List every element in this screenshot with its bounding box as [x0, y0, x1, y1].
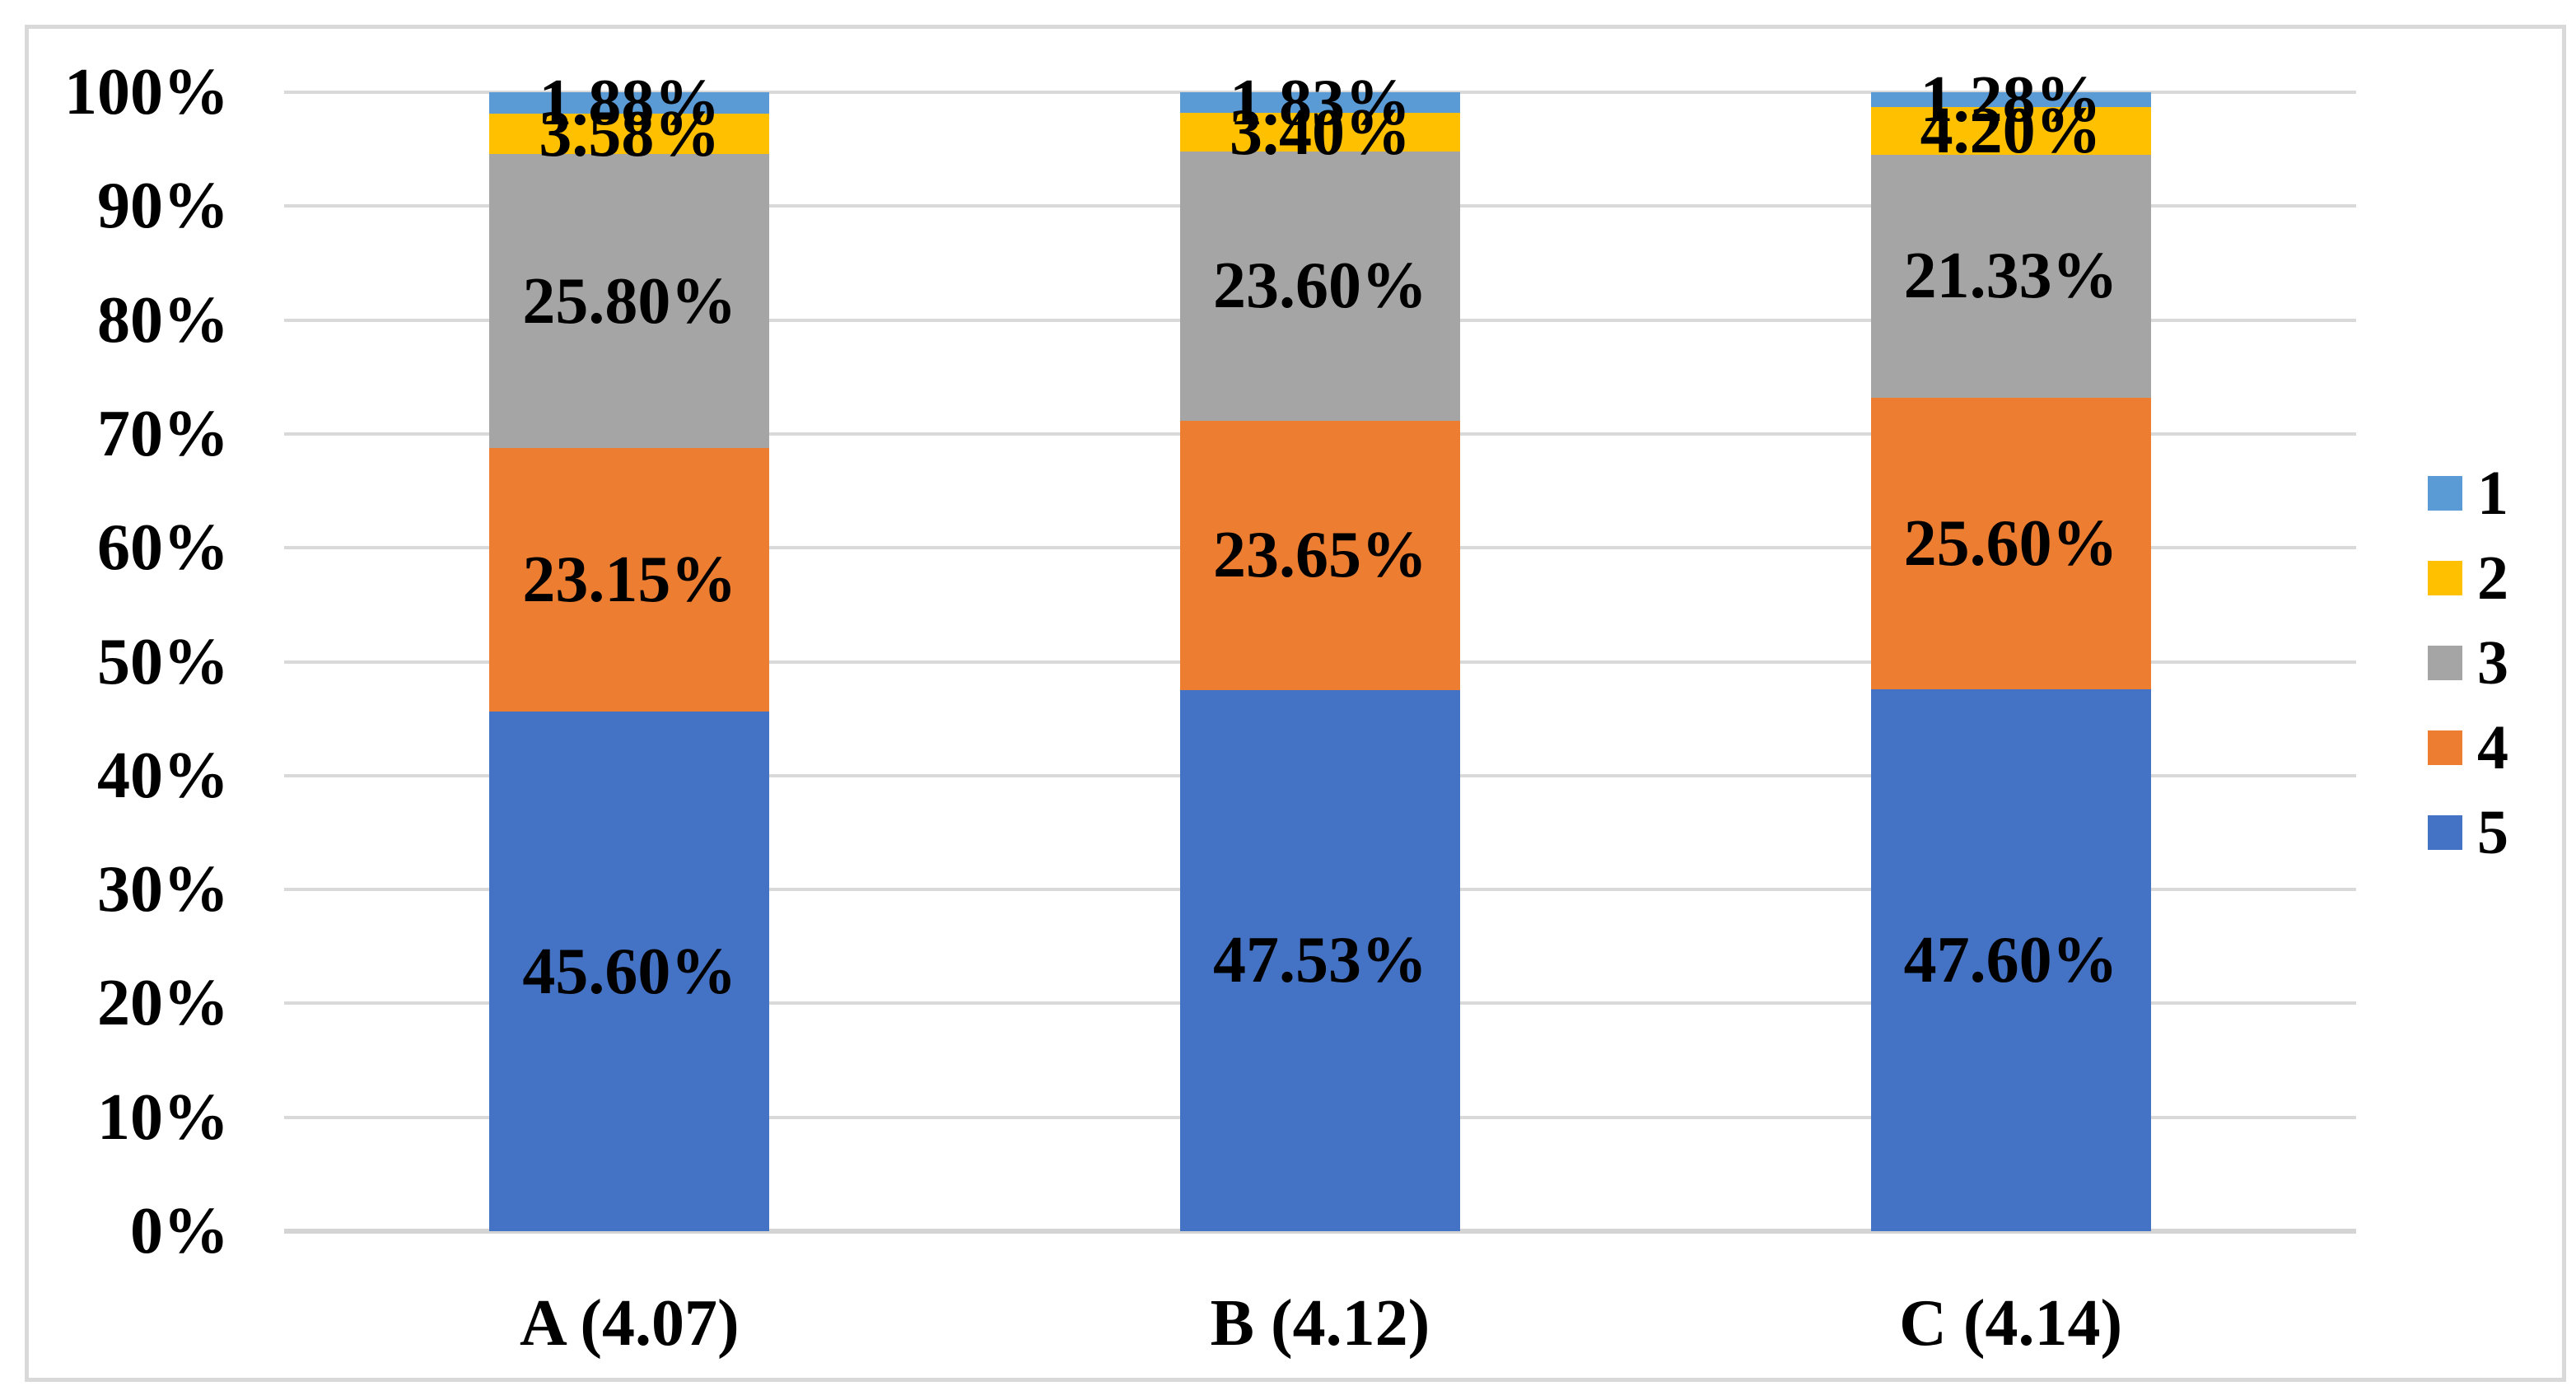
legend-swatch-5	[2428, 815, 2462, 850]
y-axis-tick-label: 90%	[97, 170, 229, 243]
y-axis-tick-label: 60%	[97, 511, 229, 585]
legend-label-5: 5	[2477, 798, 2508, 867]
y-axis-tick-label: 20%	[97, 967, 229, 1040]
data-label-series-2: 3.40%	[1230, 96, 1411, 169]
data-label-series-1: 1.83%	[1230, 66, 1411, 139]
bar-segment-series-3	[1180, 152, 1460, 421]
legend-label-3: 3	[2477, 628, 2508, 698]
bar-segment-series-1	[1870, 91, 2151, 107]
x-axis-category-label: C (4.14)	[1899, 1287, 2123, 1360]
data-label-series-4: 25.60%	[1903, 506, 2118, 580]
plot-area: 45.60% 23.15% 25.80% 3.58% 1.88% 47.53% 23.65%…	[284, 67, 2356, 1234]
legend-label-4: 4	[2477, 713, 2508, 782]
bar-segment-series-5	[1180, 689, 1460, 1231]
data-label-series-5: 47.60%	[1903, 923, 2118, 996]
bar-segment-series-2	[1180, 113, 1460, 152]
bar-segment-series-2	[489, 113, 770, 155]
bar-segment-series-2	[1870, 106, 2151, 155]
y-axis-tick-label: 10%	[97, 1080, 229, 1154]
data-label-series-3: 23.60%	[1213, 250, 1427, 323]
data-label-series-4: 23.15%	[522, 544, 737, 617]
y-axis-tick-label: 40%	[97, 739, 229, 812]
data-label-series-2: 3.58%	[539, 97, 721, 170]
data-label-series-5: 45.60%	[522, 935, 737, 1008]
bar-segment-series-4	[1180, 420, 1460, 690]
y-axis-tick-label: 100%	[64, 56, 229, 128]
data-label-series-2: 4.20%	[1920, 94, 2102, 167]
legend-swatch-1	[2428, 476, 2462, 511]
y-axis-tick-label: 50%	[97, 625, 229, 698]
bar-segment-series-4	[1870, 397, 2151, 689]
bar-segment-series-1	[1180, 91, 1460, 114]
legend-label-1: 1	[2477, 459, 2508, 528]
legend-swatch-3	[2428, 646, 2462, 680]
y-axis-tick-label: 30%	[97, 853, 229, 926]
x-axis-category-label: A (4.07)	[520, 1287, 740, 1360]
y-axis-tick-label: 0%	[130, 1195, 229, 1267]
legend-label-2: 2	[2477, 544, 2508, 613]
bar-segment-series-5	[489, 712, 770, 1231]
data-label-series-1: 1.28%	[1920, 63, 2102, 136]
y-axis-tick-label: 80%	[97, 283, 229, 357]
data-label-series-5: 47.53%	[1213, 924, 1427, 997]
x-axis-line	[284, 1229, 2356, 1234]
x-axis-category-label: B (4.12)	[1210, 1287, 1430, 1360]
y-axis-tick-label: 70%	[97, 397, 229, 470]
bar-segment-series-5	[1870, 688, 2151, 1231]
legend-swatch-2	[2428, 561, 2462, 595]
legend-swatch-4	[2428, 730, 2462, 765]
bar-segment-series-3	[489, 154, 770, 449]
bar-segment-series-1	[489, 91, 770, 114]
bar-segment-series-4	[489, 448, 770, 712]
data-label-series-1: 1.88%	[539, 66, 721, 139]
data-label-series-4: 23.65%	[1213, 519, 1427, 592]
data-label-series-3: 21.33%	[1903, 240, 2118, 313]
data-label-series-3: 25.80%	[522, 264, 737, 338]
bar-segment-series-3	[1870, 154, 2151, 398]
